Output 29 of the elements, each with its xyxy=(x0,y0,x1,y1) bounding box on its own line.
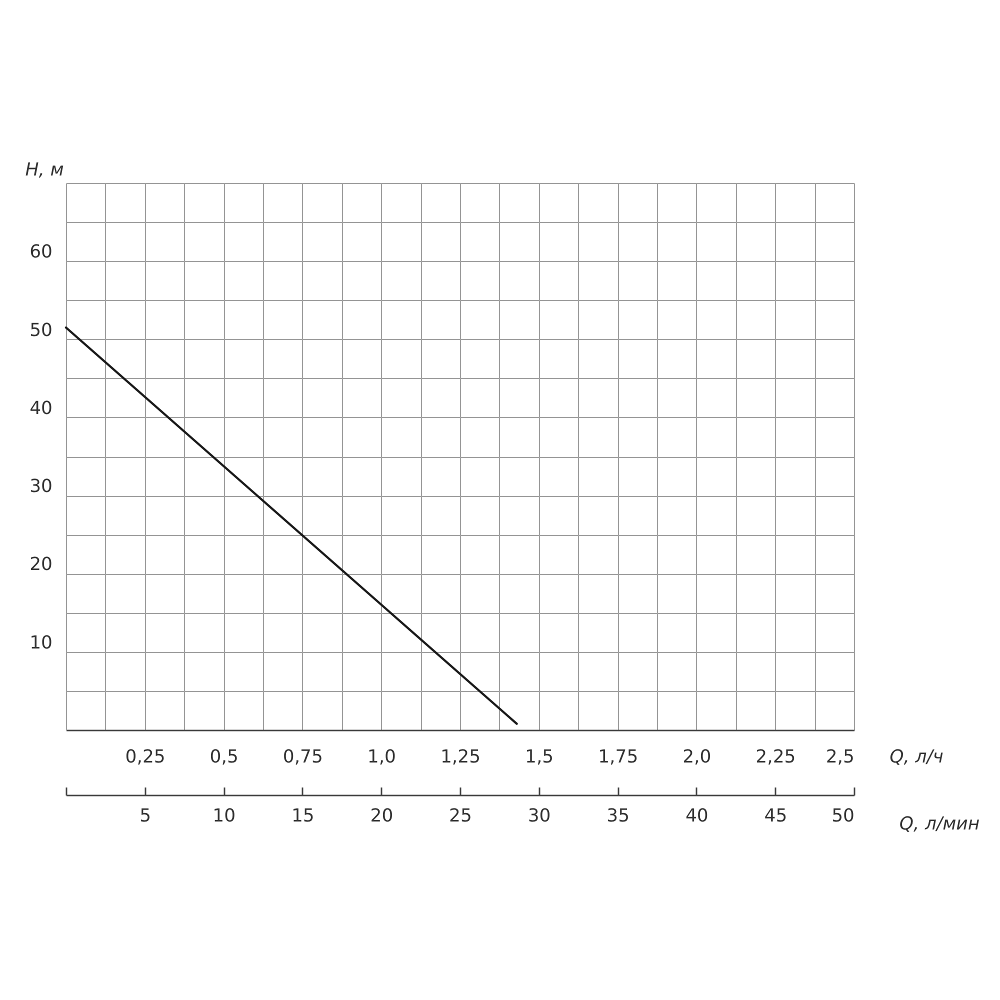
x2-axis-title: Q, л/мин xyxy=(899,814,980,834)
x2-tick-label: 5 xyxy=(140,806,152,826)
x2-tick-label: 50 xyxy=(832,806,854,826)
x-tick-label: 0,75 xyxy=(282,746,323,768)
y-tick-label: 20 xyxy=(30,554,52,576)
y-tick-label: 40 xyxy=(30,398,52,419)
x2-tick-label: 35 xyxy=(606,806,630,826)
y-tick-label: 30 xyxy=(30,476,52,498)
x-tick-label: 1,5 xyxy=(524,746,554,768)
x-axis-title: Q, л/ч xyxy=(890,746,944,768)
x-tick-label: 2,5 xyxy=(826,746,854,768)
x2-tick-label: 25 xyxy=(449,806,472,826)
x-tick-label: 2,25 xyxy=(756,746,796,768)
x-tick-label: 1,25 xyxy=(440,746,481,768)
x2-tick-label: 45 xyxy=(764,806,788,826)
x2-tick-label: 30 xyxy=(528,806,551,826)
x2-tick-label: 40 xyxy=(685,806,708,826)
y-tick-label: 10 xyxy=(30,632,52,654)
x-tick-label: 0,25 xyxy=(125,746,166,768)
x2-tick-label: 20 xyxy=(370,806,394,826)
x-tick-label: 0,5 xyxy=(210,746,238,768)
x-tick-label: 1,75 xyxy=(598,746,638,768)
y-axis-title: H, м xyxy=(25,160,64,180)
y-tick-label: 50 xyxy=(30,320,52,341)
y-tick-label: 60 xyxy=(30,242,52,263)
x2-tick-label: 15 xyxy=(291,806,314,826)
x-tick-label: 1,0 xyxy=(367,746,396,768)
x2-tick-label: 10 xyxy=(212,806,236,826)
x-tick-label: 2,0 xyxy=(682,746,712,768)
